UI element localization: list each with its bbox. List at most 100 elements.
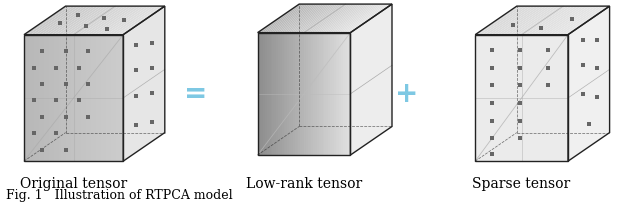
Polygon shape [500,6,545,35]
Polygon shape [545,35,547,161]
Polygon shape [519,35,522,161]
Polygon shape [275,33,276,155]
Polygon shape [59,35,61,161]
Polygon shape [314,4,357,33]
Polygon shape [318,4,362,33]
Polygon shape [67,6,112,35]
Polygon shape [518,6,563,35]
Polygon shape [90,6,135,35]
Polygon shape [561,35,563,161]
Polygon shape [565,6,609,35]
Polygon shape [533,35,536,161]
Polygon shape [339,4,383,33]
Polygon shape [326,33,328,155]
Polygon shape [289,33,291,155]
Polygon shape [334,4,378,33]
Polygon shape [512,6,557,35]
Polygon shape [262,4,306,33]
Polygon shape [515,6,560,35]
Polygon shape [271,4,316,33]
Polygon shape [538,35,540,161]
Polygon shape [500,35,503,161]
Polygon shape [49,35,51,161]
Polygon shape [552,6,597,35]
Polygon shape [71,35,74,161]
Polygon shape [556,6,600,35]
Polygon shape [346,4,390,33]
Polygon shape [51,35,54,161]
Polygon shape [320,4,364,33]
Polygon shape [477,35,480,161]
Polygon shape [324,33,326,155]
Polygon shape [93,35,96,161]
Polygon shape [526,35,529,161]
Polygon shape [328,33,330,155]
Polygon shape [284,33,285,155]
Polygon shape [552,35,554,161]
Polygon shape [281,4,324,33]
Polygon shape [261,33,263,155]
Polygon shape [61,35,64,161]
Polygon shape [259,33,261,155]
Polygon shape [290,4,334,33]
Polygon shape [40,6,86,35]
Text: Fig. 1   Illustration of RTPCA model: Fig. 1 Illustration of RTPCA model [6,189,233,202]
Polygon shape [537,6,582,35]
Polygon shape [260,4,304,33]
Polygon shape [300,33,302,155]
Polygon shape [31,6,76,35]
Polygon shape [478,6,523,35]
Polygon shape [31,35,34,161]
Polygon shape [549,35,552,161]
Polygon shape [24,6,69,35]
Polygon shape [528,6,572,35]
Polygon shape [107,6,152,35]
Polygon shape [123,6,165,161]
Polygon shape [568,6,609,161]
Polygon shape [307,4,350,33]
Polygon shape [118,35,121,161]
Polygon shape [110,6,155,35]
Polygon shape [264,4,308,33]
Polygon shape [543,35,545,161]
Polygon shape [491,6,535,35]
Polygon shape [271,33,273,155]
Polygon shape [341,33,343,155]
Polygon shape [276,4,320,33]
Polygon shape [93,6,138,35]
Polygon shape [333,33,335,155]
Polygon shape [327,4,371,33]
Polygon shape [276,33,278,155]
Polygon shape [549,6,594,35]
Polygon shape [475,35,477,161]
Polygon shape [323,4,367,33]
Polygon shape [104,35,106,161]
Polygon shape [332,33,333,155]
Polygon shape [269,33,271,155]
Polygon shape [287,33,289,155]
Polygon shape [54,6,99,35]
Polygon shape [106,35,108,161]
Polygon shape [44,35,46,161]
Polygon shape [316,4,360,33]
Polygon shape [312,33,314,155]
Polygon shape [39,35,42,161]
Polygon shape [108,35,111,161]
Polygon shape [291,33,293,155]
Polygon shape [319,33,321,155]
Polygon shape [263,33,265,155]
Polygon shape [563,35,566,161]
Polygon shape [494,6,538,35]
Polygon shape [332,4,376,33]
Polygon shape [508,35,510,161]
Polygon shape [288,4,332,33]
Polygon shape [524,35,526,161]
Polygon shape [351,4,392,155]
Polygon shape [64,35,66,161]
Polygon shape [497,6,541,35]
Polygon shape [494,35,496,161]
Polygon shape [74,6,118,35]
Polygon shape [267,33,269,155]
Polygon shape [296,33,298,155]
Polygon shape [554,35,556,161]
